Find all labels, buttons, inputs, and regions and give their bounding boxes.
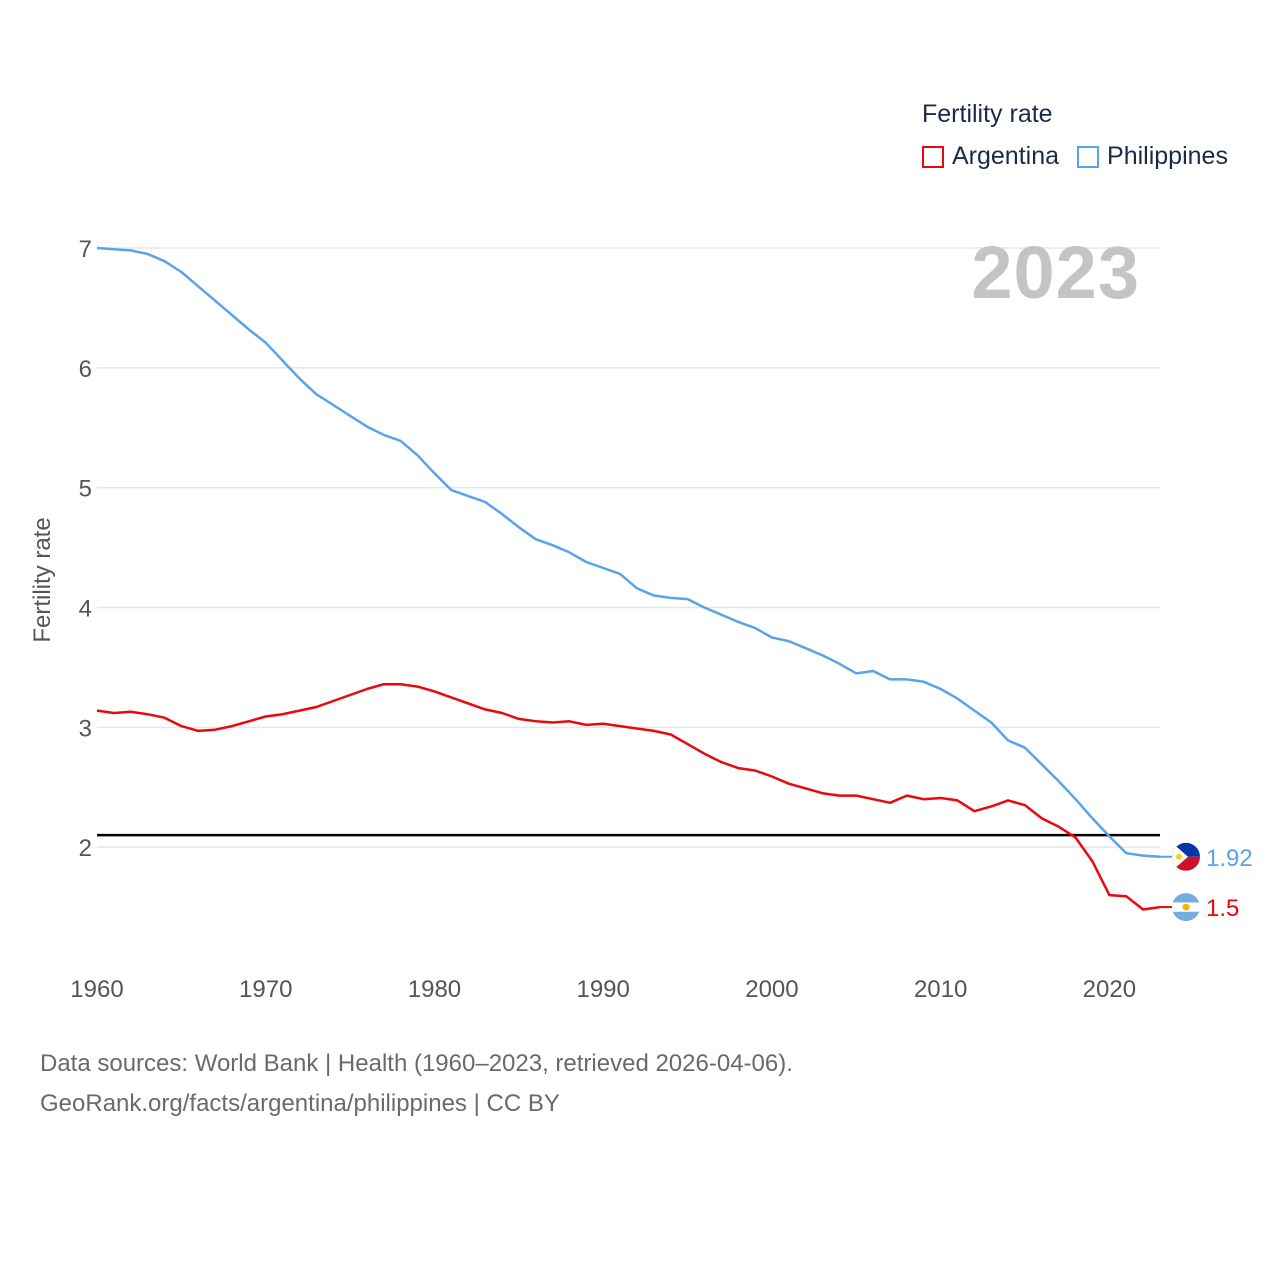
legend-label-philippines: Philippines (1107, 142, 1228, 170)
x-tick-1970: 1970 (239, 976, 292, 1003)
legend-item-philippines[interactable]: Philippines (1077, 142, 1228, 171)
series-lines (96, 246, 1161, 911)
legend-title: Fertility rate (922, 100, 1053, 128)
x-tick-1980: 1980 (408, 976, 461, 1003)
footer-attribution[interactable]: GeoRank.org/facts/argentina/philippines … (40, 1090, 560, 1117)
y-tick-5: 5 (79, 476, 92, 503)
end-label-argentina: 1.5 (1206, 895, 1239, 922)
y-tick-2: 2 (79, 835, 92, 862)
footer: Data sources: World Bank | Health (1960–… (40, 1044, 793, 1124)
y-tick-6: 6 (79, 356, 92, 383)
legend-swatch-philippines (1077, 145, 1100, 168)
legend-swatch-argentina (922, 145, 944, 168)
x-tick-2020: 2020 (1083, 976, 1136, 1003)
y-tick-4: 4 (79, 596, 92, 623)
end-label-philippines: 1.92 (1206, 845, 1253, 872)
x-axis-ticks: 1960 1970 1980 1990 2000 2010 2020 (70, 976, 1136, 1003)
y-tick-7: 7 (79, 236, 92, 263)
legend: Argentina Philippines (922, 142, 1246, 171)
y-tick-3: 3 (79, 715, 92, 742)
current-year-label: 2023 (971, 231, 1140, 314)
grid-lines (97, 247, 1160, 848)
legend-label-argentina: Argentina (952, 142, 1060, 170)
line-philippines (96, 246, 1161, 859)
flag-argentina-icon (1172, 893, 1200, 922)
x-tick-1960: 1960 (70, 976, 123, 1003)
footer-sources: Data sources: World Bank | Health (1960–… (40, 1050, 793, 1077)
y-axis-label: Fertility rate (29, 517, 56, 642)
line-argentina (96, 682, 1161, 911)
x-tick-1990: 1990 (576, 976, 629, 1003)
flag-philippines-icon (1172, 842, 1200, 871)
legend-item-argentina[interactable]: Argentina (922, 142, 1059, 171)
y-axis-ticks: 2 3 4 5 6 7 (79, 236, 92, 862)
x-tick-2010: 2010 (914, 976, 967, 1003)
series-end-markers: 1.5 1.92 (1160, 842, 1253, 922)
x-tick-2000: 2000 (745, 976, 798, 1003)
